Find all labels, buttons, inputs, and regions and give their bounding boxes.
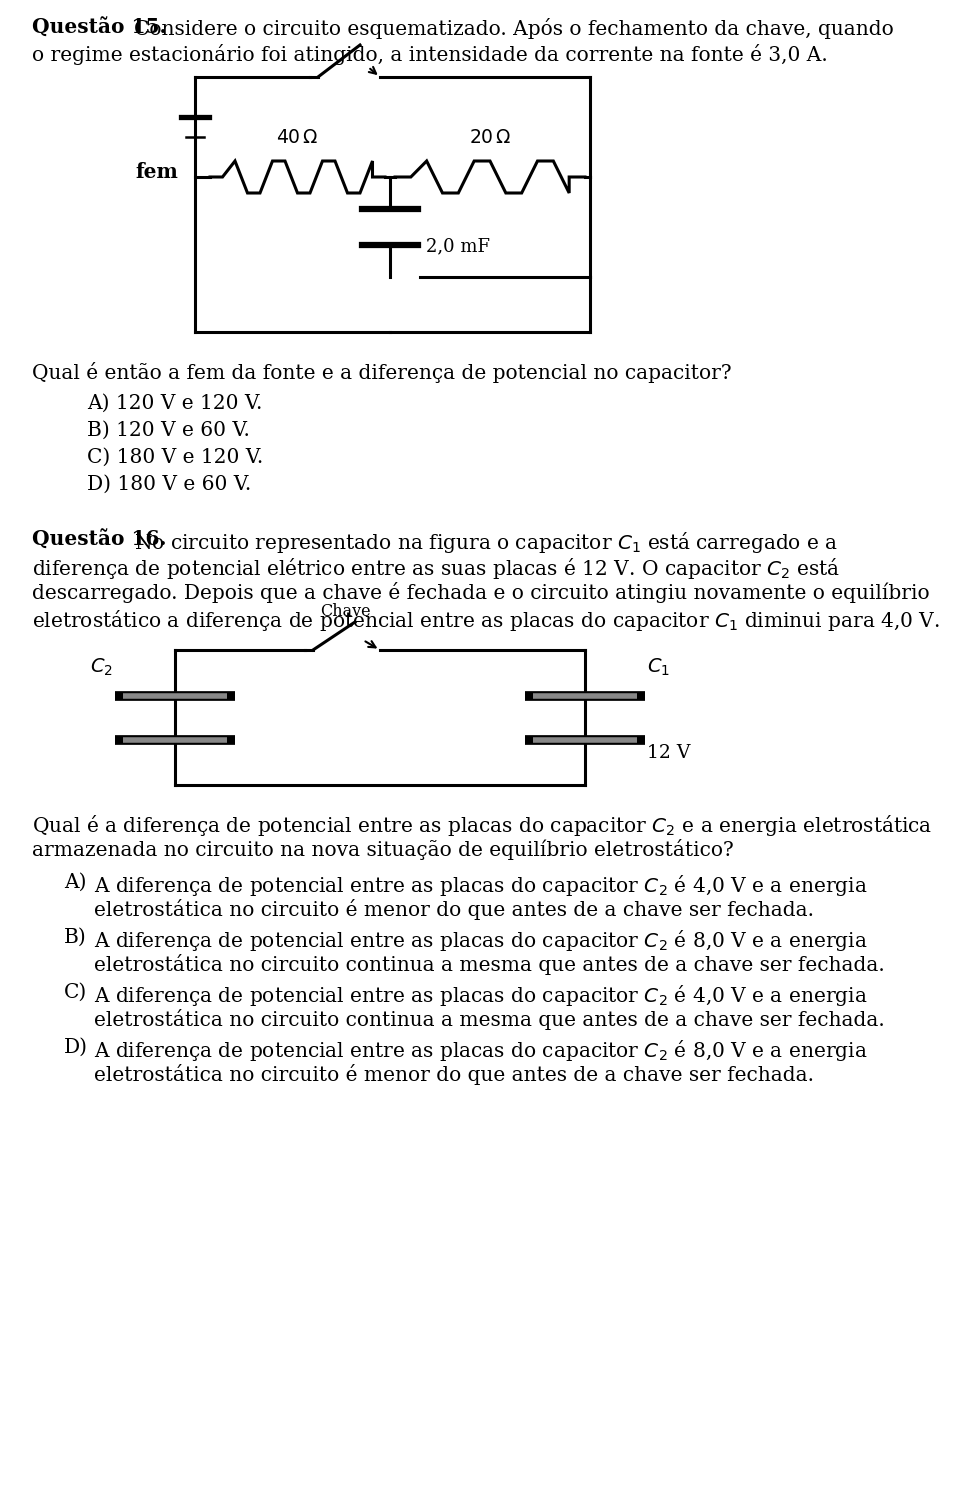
Text: A diferença de potencial entre as placas do capacitor $C_2$ é 8,0 V e a energia: A diferença de potencial entre as placas… [94,1038,868,1064]
Text: $C_1$: $C_1$ [647,657,670,678]
Text: B): B) [64,928,86,947]
Text: fem: fem [135,162,178,183]
Text: eletrostático a diferença de potencial entre as placas do capacitor $C_1$ diminu: eletrostático a diferença de potencial e… [32,607,940,633]
Text: A diferença de potencial entre as placas do capacitor $C_2$ é 4,0 V e a energia: A diferença de potencial entre as placas… [94,874,868,898]
Text: A diferença de potencial entre as placas do capacitor $C_2$ é 8,0 V e a energia: A diferença de potencial entre as placas… [94,928,868,953]
Text: $40\,\Omega$: $40\,\Omega$ [276,129,319,147]
Text: B) 120 V e 60 V.: B) 120 V e 60 V. [87,420,250,440]
Text: eletrostática no circuito é menor do que antes de a chave ser fechada.: eletrostática no circuito é menor do que… [94,899,814,920]
Text: descarregado. Depois que a chave é fechada e o circuito atingiu novamente o equi: descarregado. Depois que a chave é fecha… [32,582,929,603]
Text: eletrostática no circuito continua a mesma que antes de a chave ser fechada.: eletrostática no circuito continua a mes… [94,1008,885,1031]
Text: Chave: Chave [320,603,371,619]
Text: eletrostática no circuito continua a mesma que antes de a chave ser fechada.: eletrostática no circuito continua a mes… [94,954,885,975]
Text: C) 180 V e 120 V.: C) 180 V e 120 V. [87,447,263,467]
Text: armazenada no circuito na nova situação de equilíbrio eletrostático?: armazenada no circuito na nova situação … [32,839,733,860]
Text: diferença de potencial elétrico entre as suas placas é 12 V. O capacitor $C_2$ e: diferença de potencial elétrico entre as… [32,557,840,580]
Text: $20\,\Omega$: $20\,\Omega$ [468,129,512,147]
Text: 12 V: 12 V [647,744,690,761]
Text: A) 120 V e 120 V.: A) 120 V e 120 V. [87,393,262,413]
Text: A diferença de potencial entre as placas do capacitor $C_2$ é 4,0 V e a energia: A diferença de potencial entre as placas… [94,983,868,1008]
Text: eletrostática no circuito é menor do que antes de a chave ser fechada.: eletrostática no circuito é menor do que… [94,1064,814,1085]
Text: o regime estacionário foi atingido, a intensidade da corrente na fonte é 3,0 A.: o regime estacionário foi atingido, a in… [32,43,828,64]
Text: 2,0 mF: 2,0 mF [426,236,490,254]
Text: D): D) [64,1038,88,1058]
Text: $C_2$: $C_2$ [90,657,113,678]
Text: C): C) [64,983,87,1002]
Text: Questão 16.: Questão 16. [32,530,166,551]
Text: Qual é a diferença de potencial entre as placas do capacitor $C_2$ e a energia e: Qual é a diferença de potencial entre as… [32,812,932,838]
Text: A): A) [64,874,86,892]
Text: No circuito representado na figura o capacitor $C_1$ está carregado e a: No circuito representado na figura o cap… [134,530,838,555]
Text: Considere o circuito esquematizado. Após o fechamento da chave, quando: Considere o circuito esquematizado. Após… [134,18,894,39]
Text: Questão 15.: Questão 15. [32,18,166,37]
Text: Qual é então a fem da fonte e a diferença de potencial no capacitor?: Qual é então a fem da fonte e a diferenç… [32,362,732,383]
Text: D) 180 V e 60 V.: D) 180 V e 60 V. [87,476,252,494]
